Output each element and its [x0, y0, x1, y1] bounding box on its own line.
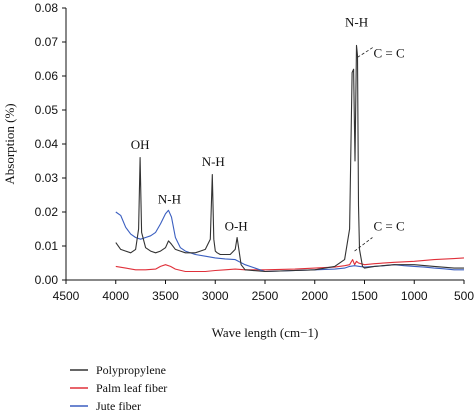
peak-annotation: OH [131, 137, 150, 152]
peak-annotation: C = C [373, 45, 404, 60]
x-tick-label: 500 [454, 289, 474, 303]
annotation-layer: OH N-H N-H O-H N-H C = C C = C [131, 15, 405, 252]
peak-annotation: C = C [373, 219, 404, 234]
series-layer [115, 44, 465, 273]
x-tick-label: 1000 [401, 289, 428, 303]
legend-label: Jute fiber [96, 399, 141, 413]
y-axis-label: Absorption (%) [2, 103, 17, 184]
peak-annotation: O-H [225, 219, 248, 234]
x-tick-label: 1500 [351, 289, 378, 303]
legend: Polypropylene Palm leaf fiber Jute fiber [70, 363, 167, 413]
y-tick-label: 0.02 [35, 205, 59, 219]
y-axis-ticks: 0.00 0.01 0.02 0.03 0.04 0.05 0.06 0.07 0.08 [35, 1, 66, 287]
annotation-leader [354, 237, 373, 252]
y-tick-label: 0.03 [35, 171, 59, 185]
y-tick-label: 0.07 [35, 35, 59, 49]
series-line-polypropylene [115, 44, 464, 273]
x-tick-label: 4000 [102, 289, 129, 303]
y-tick-label: 0.01 [35, 239, 59, 253]
y-tick-label: 0.05 [35, 103, 59, 117]
y-tick-label: 0.08 [35, 1, 59, 15]
x-tick-label: 2000 [301, 289, 328, 303]
y-tick-label: 0.06 [35, 69, 59, 83]
peak-annotation: N-H [345, 15, 368, 30]
x-tick-label: 2500 [252, 289, 279, 303]
legend-label: Palm leaf fiber [96, 381, 167, 395]
y-tick-label: 0.00 [35, 273, 59, 287]
y-tick-label: 0.04 [35, 137, 59, 151]
x-axis-ticks: 4500 4000 3500 3000 2500 2000 1500 1000 500 [53, 280, 474, 303]
x-tick-label: 3000 [202, 289, 229, 303]
annotation-leader [357, 46, 374, 58]
legend-label: Polypropylene [96, 363, 166, 377]
peak-annotation: N-H [158, 192, 181, 207]
x-tick-label: 4500 [53, 289, 80, 303]
x-tick-label: 3500 [152, 289, 179, 303]
series-line-palm-leaf-fiber [115, 257, 465, 273]
x-axis-label: Wave length (cm−1) [212, 325, 319, 340]
peak-annotation: N-H [202, 154, 225, 169]
